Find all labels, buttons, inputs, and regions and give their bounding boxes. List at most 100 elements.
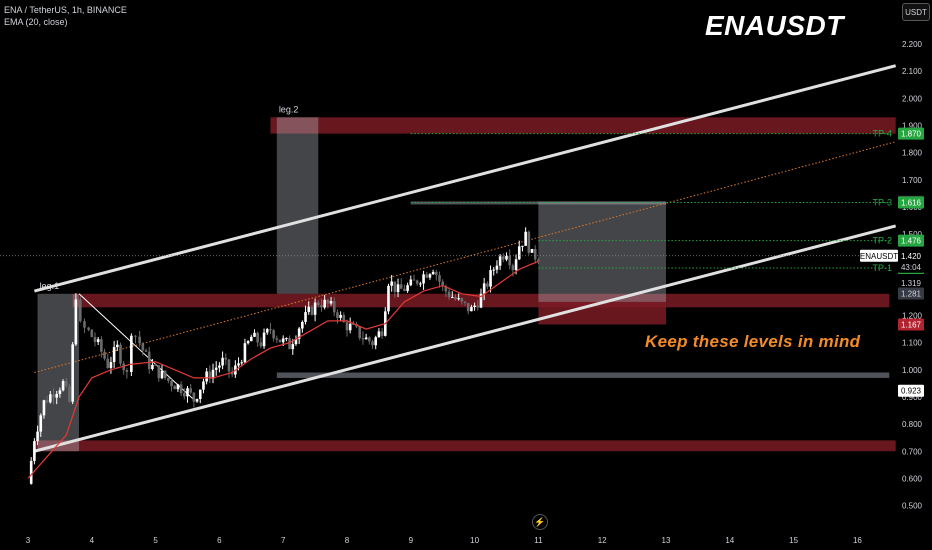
candle-body xyxy=(275,338,279,340)
candle-body xyxy=(42,400,46,416)
candle-body xyxy=(489,270,492,287)
candle-body xyxy=(361,337,365,340)
candle-body xyxy=(198,389,202,399)
candle-body xyxy=(492,269,496,271)
indicator-line[interactable]: EMA (20, close) xyxy=(4,17,68,27)
candle-body xyxy=(141,343,145,351)
candle-body xyxy=(45,400,49,403)
candle-body xyxy=(323,299,326,308)
candle-body xyxy=(71,344,74,402)
candle-body xyxy=(58,390,62,394)
candle-body xyxy=(320,304,323,308)
candle-body xyxy=(147,351,151,370)
gray-zone-1 xyxy=(410,201,666,205)
y-tick-3: 1.900 xyxy=(902,121,923,130)
candle-body xyxy=(83,321,86,328)
candle-body xyxy=(250,336,253,342)
y-tick-14: 0.800 xyxy=(902,420,923,429)
trend-descending xyxy=(78,293,195,401)
candle-body xyxy=(294,339,298,345)
candle-body xyxy=(176,384,180,390)
tp-label-2: TP-2 xyxy=(872,236,892,246)
candle-body xyxy=(377,331,381,338)
candle-body xyxy=(457,298,460,300)
candle-body xyxy=(192,392,196,402)
candle-body xyxy=(530,249,534,253)
y-tick-7: 1.500 xyxy=(902,230,923,239)
price-tags: 1.6191.8701.6161.4761.3751.3191.2811.167… xyxy=(860,127,924,397)
candle-body xyxy=(269,329,272,331)
candle-body xyxy=(157,365,161,379)
candle-body xyxy=(304,312,307,322)
candle-body xyxy=(438,275,441,282)
candle-body xyxy=(505,255,508,260)
candle-body xyxy=(527,231,531,253)
candle-body xyxy=(79,299,82,322)
candle-body xyxy=(163,370,167,379)
candle-body xyxy=(374,337,378,346)
price-tag-1: 1.870 xyxy=(898,127,924,140)
candle-body xyxy=(521,245,524,247)
price-tag-5-text: 1.319 xyxy=(901,279,922,288)
candle-body xyxy=(310,306,314,315)
candle-body xyxy=(393,281,397,292)
candle-body xyxy=(211,369,215,379)
candle-body xyxy=(138,336,141,344)
candle-body xyxy=(243,343,247,363)
price-tag-8-bg xyxy=(898,384,924,397)
candle-body xyxy=(221,357,224,366)
candle-body xyxy=(61,381,65,391)
candle-body xyxy=(368,337,371,342)
channel-lower xyxy=(34,224,897,453)
x-tick-5: 8 xyxy=(345,536,350,545)
candle-body xyxy=(431,271,435,275)
candle-body xyxy=(253,332,256,337)
x-tick-3: 6 xyxy=(217,536,222,545)
candle-body xyxy=(348,323,352,331)
price-tag-5-bg xyxy=(898,277,924,290)
candle-body xyxy=(183,393,186,397)
candle-body xyxy=(396,284,400,292)
candle-body xyxy=(412,279,416,281)
candle-body xyxy=(482,283,486,294)
candle-body xyxy=(447,291,451,298)
price-tag-6: 1.281 xyxy=(898,287,924,300)
midline-dotted xyxy=(34,141,896,373)
candle-body xyxy=(537,259,540,261)
candle-body xyxy=(125,370,129,373)
y-tick-12: 1.000 xyxy=(902,366,923,375)
tp-label-3: TP-1 xyxy=(872,263,892,273)
candle-body xyxy=(460,298,464,302)
candle-body xyxy=(173,386,177,390)
candle-body xyxy=(195,398,199,402)
lines-layer xyxy=(34,64,897,453)
candle-body xyxy=(281,338,285,343)
x-tick-8: 11 xyxy=(534,536,543,545)
candle-body xyxy=(259,342,263,347)
lightning-bolt-icon[interactable]: ⚡ xyxy=(532,514,548,530)
candle-body xyxy=(240,362,244,364)
candle-body xyxy=(332,301,336,313)
candle-body xyxy=(116,344,119,348)
candle-body xyxy=(100,339,103,352)
x-tick-12: 15 xyxy=(789,536,798,545)
candle-body xyxy=(103,351,106,359)
zone-3 xyxy=(538,301,666,325)
candle-body xyxy=(498,256,502,266)
gray-zone-0 xyxy=(276,372,890,378)
candles-layer xyxy=(29,227,540,485)
candle-body xyxy=(371,341,374,346)
price-tag-3-bg xyxy=(898,234,924,247)
candle-body xyxy=(403,288,406,291)
candle-body xyxy=(533,249,537,260)
x-tick-13: 16 xyxy=(853,536,862,545)
y-tick-5: 1.700 xyxy=(902,176,923,185)
candle-body xyxy=(336,312,339,318)
candle-body xyxy=(291,344,295,350)
candle-body xyxy=(112,347,116,363)
candle-body xyxy=(130,335,133,373)
candle-body xyxy=(511,265,515,271)
candle-body xyxy=(450,297,454,299)
currency-button[interactable]: USDT xyxy=(902,3,930,21)
